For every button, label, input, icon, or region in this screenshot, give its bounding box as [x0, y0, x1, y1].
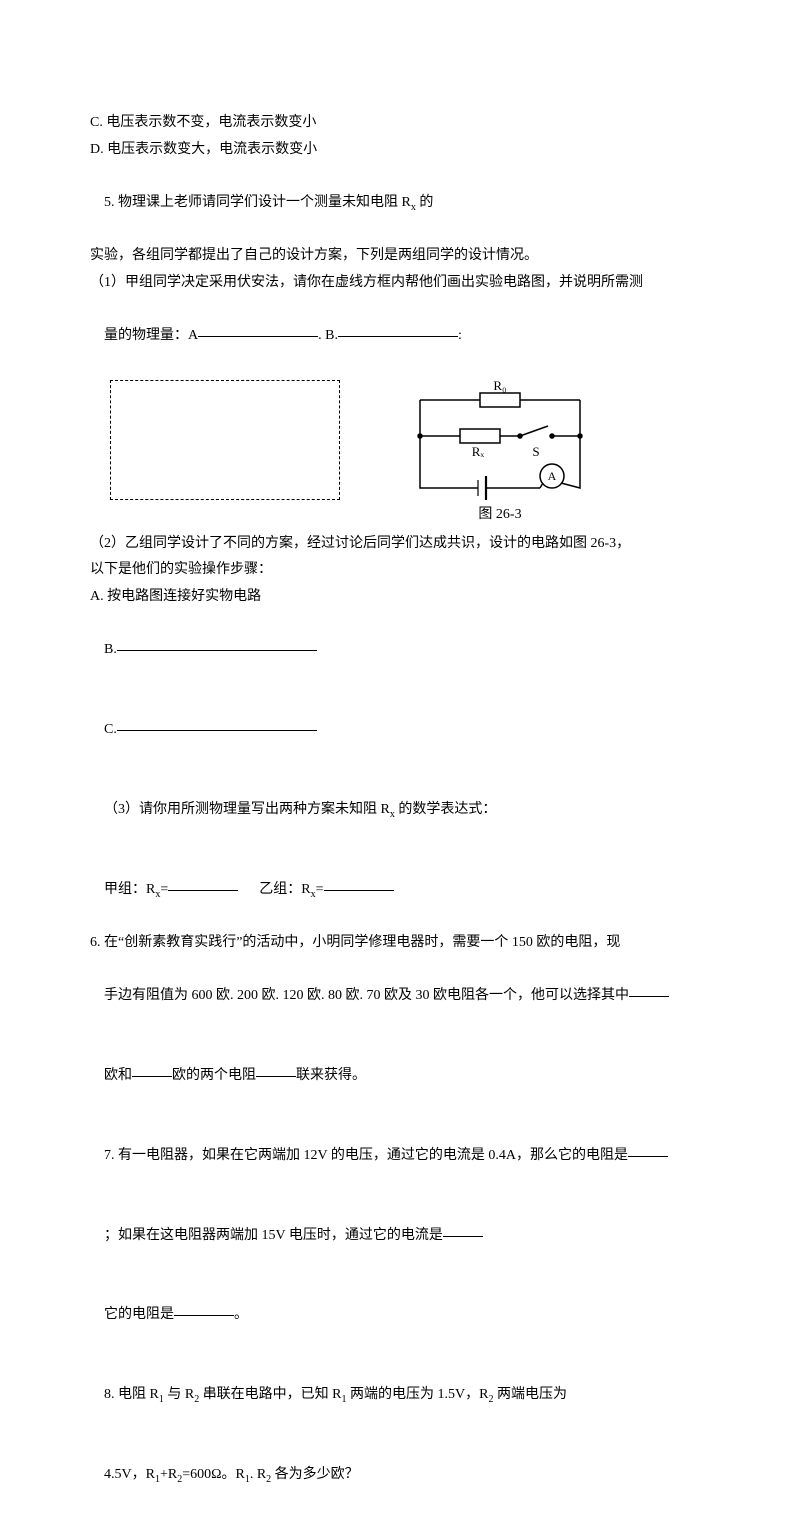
node-right — [578, 434, 582, 438]
label-s: S — [532, 444, 539, 459]
option-c: C. 电压表示数不变，电流表示数变小 — [90, 110, 710, 137]
q5-text-b: 的 — [416, 195, 434, 210]
q7-a: 7. 有一电阻器，如果在它两端加 12V 的电压，通过它的电流是 0.4A，那么… — [90, 1116, 710, 1196]
resistor-r0 — [480, 393, 520, 407]
q8-b2: +R — [160, 1467, 177, 1482]
q5-colon: : — [458, 328, 462, 343]
label-a: A — [548, 469, 557, 483]
q5-part2-a: （2）乙组同学设计了不同的方案，经过讨论后同学们达成共识，设计的电路如图 26-… — [90, 531, 710, 558]
q5-part3: （3）请你用所测物理量写出两种方案未知阻 Rx 的数学表达式： — [90, 770, 710, 850]
q5-intro-2: 实验，各组同学都提出了自己的设计方案，下列是两组同学的设计情况。 — [90, 243, 710, 270]
q5-step-b: B. — [90, 611, 710, 691]
jia-eq: = — [160, 882, 168, 897]
yi-label: 乙组：R — [259, 882, 310, 897]
node-left — [418, 434, 422, 438]
blank-step-c — [117, 716, 317, 731]
diagram-row: R₀ Rₓ S A 图 26-3 — [110, 380, 710, 529]
q5-step-c: C. — [90, 690, 710, 770]
wire-left — [420, 400, 478, 488]
q6-a: 6. 在“创新素教育实践行”的活动中，小明同学修理电器时，需要一个 150 欧的… — [90, 930, 710, 957]
label-rx: Rₓ — [472, 444, 485, 459]
q8-a: 8. 电阻 R1 与 R2 串联在电路中，已知 R1 两端的电压为 1.5V，R… — [90, 1356, 710, 1436]
q8-b3: =600Ω。R — [182, 1467, 245, 1482]
dashed-answer-box — [110, 380, 340, 500]
q8-b: 4.5V，R1+R2=600Ω。R1. R2 各为多少欧？ — [90, 1436, 710, 1516]
q8-a2: 与 R — [164, 1387, 194, 1402]
q5-part1-a: （1）甲组同学决定采用伏安法，请你在虚线方框内帮他们画出实验电路图，并说明所需测 — [90, 270, 710, 297]
q6-c2: 欧的两个电阻 — [172, 1068, 256, 1083]
step-c-label: C. — [104, 722, 117, 737]
circuit-caption: 图 26-3 — [478, 502, 521, 529]
switch-arm — [520, 426, 548, 436]
yi-eq: = — [316, 882, 324, 897]
blank-q6-2 — [132, 1062, 172, 1077]
q7-a-txt: 7. 有一电阻器，如果在它两端加 12V 的电压，通过它的电流是 0.4A，那么… — [104, 1148, 628, 1163]
q7-c-txt: 它的电阻是 — [104, 1307, 174, 1322]
q8-a4: 两端的电压为 1.5V，R — [347, 1387, 489, 1402]
wire-to-ammeter-l — [540, 483, 543, 488]
q6-c: 欧和 欧的两个电阻 联来获得。 — [90, 1036, 710, 1116]
jia-label: 甲组：R — [104, 882, 155, 897]
blank-q6-3 — [256, 1062, 296, 1077]
blank-q7-1 — [628, 1142, 668, 1157]
blank-measure-b — [338, 322, 458, 337]
q6-c3: 联来获得。 — [296, 1068, 366, 1083]
resistor-rx — [460, 429, 500, 443]
q5-text-a: 5. 物理课上老师请同学们设计一个测量未知电阻 R — [104, 195, 411, 210]
circuit-wrap: R₀ Rₓ S A 图 26-3 — [400, 380, 600, 529]
blank-q7-3 — [174, 1301, 234, 1316]
circuit-svg: R₀ Rₓ S A — [400, 380, 600, 500]
blank-yi — [324, 876, 394, 891]
q6-b: 手边有阻值为 600 欧. 200 欧. 120 欧. 80 欧. 70 欧及 … — [90, 957, 710, 1037]
q6-b-txt: 手边有阻值为 600 欧. 200 欧. 120 欧. 80 欧. 70 欧及 … — [104, 988, 629, 1003]
blank-jia — [168, 876, 238, 891]
q7-c-end: 。 — [234, 1307, 248, 1322]
q7-b-txt: ；如果在这电阻器两端加 15V 电压时，通过它的电流是 — [104, 1228, 443, 1243]
blank-q6-1 — [629, 982, 669, 997]
step-b-label: B. — [104, 642, 117, 657]
q8-b4: . R — [250, 1467, 266, 1482]
q5-p3-a: （3）请你用所测物理量写出两种方案未知阻 R — [104, 802, 390, 817]
label-r0: R₀ — [493, 380, 506, 393]
q5-measure-a: 量的物理量：A — [104, 328, 198, 343]
q5-p3-b: 的数学表达式： — [395, 802, 497, 817]
q5-step-a: A. 按电路图连接好实物电路 — [90, 584, 710, 611]
q8-b5: 各为多少欧？ — [271, 1467, 359, 1482]
q7-c: 它的电阻是 。 — [90, 1276, 710, 1356]
q5-formulas: 甲组：Rx= 乙组：Rx= — [90, 850, 710, 930]
q6-c1: 欧和 — [104, 1068, 132, 1083]
q5-part2-b: 以下是他们的实验操作步骤： — [90, 557, 710, 584]
page-root: C. 电压表示数不变，电流表示数变小 D. 电压表示数变大，电流表示数变小 5.… — [0, 0, 800, 1516]
q5-measure-b-label: . B. — [318, 328, 338, 343]
blank-q7-2 — [443, 1222, 483, 1237]
q8-a3: 串联在电路中，已知 R — [199, 1387, 341, 1402]
blank-step-b — [117, 636, 317, 651]
q5-intro-1: 5. 物理课上老师请同学们设计一个测量未知电阻 Rx 的 — [90, 163, 710, 243]
q8-b1: 4.5V，R — [104, 1467, 155, 1482]
q8-a1: 8. 电阻 R — [104, 1387, 159, 1402]
q7-b: ；如果在这电阻器两端加 15V 电压时，通过它的电流是 — [90, 1196, 710, 1276]
option-d: D. 电压表示数变大，电流表示数变小 — [90, 137, 710, 164]
q8-a5: 两端电压为 — [493, 1387, 567, 1402]
q5-part1-b: 量的物理量：A . B.: — [90, 296, 710, 376]
blank-measure-a — [198, 322, 318, 337]
